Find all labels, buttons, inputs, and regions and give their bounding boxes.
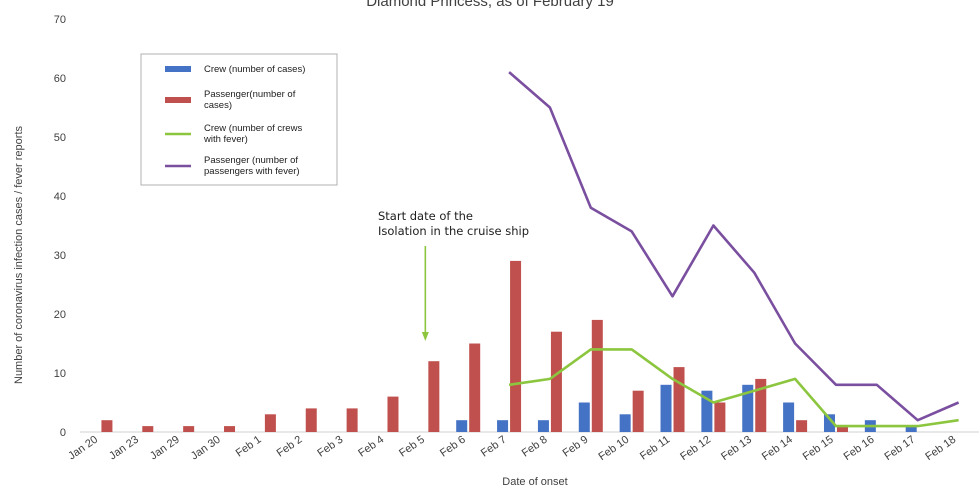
y-tick-label: 40 bbox=[54, 191, 66, 203]
x-tick-label: Feb 3 bbox=[315, 434, 345, 460]
bar-passenger-cases bbox=[836, 426, 848, 432]
x-ticks: Jan 20 Jan 23 Jan 29 Jan 30 Feb 1 Feb 2 Feb 3 F… bbox=[66, 434, 958, 463]
y-tick-label: 30 bbox=[54, 250, 66, 262]
bar-passenger-cases bbox=[305, 408, 317, 432]
bars bbox=[101, 260, 917, 432]
annotation-arrow-head bbox=[421, 332, 429, 341]
y-tick-label: 20 bbox=[54, 309, 66, 321]
bar-crew-cases bbox=[497, 420, 509, 432]
bar-passenger-cases bbox=[469, 343, 481, 432]
bar-crew-cases bbox=[456, 420, 468, 432]
line-crew-fever bbox=[508, 348, 959, 428]
x-tick-label: Feb 14 bbox=[760, 434, 795, 463]
legend-label: cases) bbox=[204, 100, 232, 111]
bar-crew-cases bbox=[783, 402, 795, 432]
legend-swatch bbox=[165, 97, 191, 103]
line-passenger-fever bbox=[508, 71, 960, 422]
x-tick-label: Jan 23 bbox=[107, 434, 141, 463]
bar-passenger-cases bbox=[101, 420, 113, 432]
bar-passenger-cases bbox=[428, 361, 440, 432]
legend: Crew (number of cases) Passenger(number o… bbox=[140, 53, 338, 186]
x-tick-label: Jan 20 bbox=[66, 434, 100, 463]
legend-label: passengers with fever) bbox=[204, 166, 300, 177]
bar-passenger-cases bbox=[387, 396, 399, 432]
annotation-text: Start date of the bbox=[378, 209, 473, 223]
y-ticks: 0 10 20 30 40 50 60 70 bbox=[54, 14, 66, 439]
x-tick-label: Feb 1 bbox=[234, 434, 264, 460]
series-lines bbox=[508, 71, 960, 428]
legend-label: with fever) bbox=[203, 134, 248, 145]
x-tick-label: Feb 12 bbox=[678, 434, 713, 463]
x-tick-label: Feb 8 bbox=[520, 434, 550, 460]
legend-label: Crew (number of crews bbox=[204, 123, 302, 134]
legend-swatch bbox=[165, 66, 191, 72]
x-tick-label: Feb 2 bbox=[275, 434, 305, 460]
legend-label: Passenger (number of bbox=[204, 155, 298, 166]
legend-box bbox=[140, 53, 338, 186]
legend-label: Passenger(number of bbox=[204, 89, 296, 100]
y-tick-label: 0 bbox=[60, 427, 66, 439]
y-tick-label: 50 bbox=[54, 132, 66, 144]
bar-crew-cases bbox=[537, 420, 549, 432]
x-tick-label: Feb 7 bbox=[479, 434, 509, 460]
bar-crew-cases bbox=[742, 384, 754, 432]
bar-crew-cases bbox=[701, 390, 713, 432]
chart-title: Diamond Princess, as of February 19 bbox=[366, 0, 614, 10]
bar-crew-cases bbox=[905, 426, 917, 432]
x-tick-label: Jan 29 bbox=[148, 434, 182, 463]
bar-passenger-cases bbox=[755, 378, 767, 432]
x-tick-label: Feb 16 bbox=[842, 434, 877, 463]
bar-crew-cases bbox=[578, 402, 590, 432]
bar-passenger-cases bbox=[264, 414, 276, 432]
x-tick-label: Feb 10 bbox=[596, 434, 631, 463]
bar-passenger-cases bbox=[183, 426, 195, 432]
bar-passenger-cases bbox=[796, 420, 808, 432]
bar-passenger-cases bbox=[632, 390, 644, 432]
y-tick-label: 70 bbox=[54, 14, 66, 26]
bar-crew-cases bbox=[619, 414, 631, 432]
x-tick-label: Feb 18 bbox=[923, 434, 958, 463]
x-tick-label: Feb 15 bbox=[801, 434, 836, 463]
bar-passenger-cases bbox=[550, 331, 562, 432]
bar-passenger-cases bbox=[346, 408, 358, 432]
x-tick-label: Feb 4 bbox=[356, 434, 386, 460]
x-tick-label: Jan 30 bbox=[189, 434, 223, 463]
y-tick-label: 10 bbox=[54, 368, 66, 380]
bar-passenger-cases bbox=[673, 367, 685, 432]
x-tick-label: Feb 17 bbox=[882, 434, 917, 463]
bar-crew-cases bbox=[823, 414, 835, 432]
bar-crew-cases bbox=[660, 384, 672, 432]
y-tick-label: 60 bbox=[54, 73, 66, 85]
x-axis-title: Date of onset bbox=[502, 476, 567, 488]
x-tick-label: Feb 5 bbox=[397, 434, 427, 460]
y-axis-title: Number of coronavirus infection cases / … bbox=[13, 126, 25, 385]
annotation-text: Isolation in the cruise ship bbox=[378, 224, 529, 238]
bar-passenger-cases bbox=[714, 402, 726, 432]
bar-passenger-cases bbox=[224, 426, 236, 432]
x-tick-label: Feb 11 bbox=[638, 434, 672, 463]
x-tick-label: Feb 13 bbox=[719, 434, 754, 463]
bar-passenger-cases bbox=[591, 319, 603, 432]
bar-passenger-cases bbox=[142, 426, 154, 432]
x-tick-label: Feb 9 bbox=[561, 434, 591, 460]
x-tick-label: Feb 6 bbox=[438, 434, 468, 460]
bar-passenger-cases bbox=[510, 260, 522, 432]
legend-label: Crew (number of cases) bbox=[204, 64, 305, 75]
